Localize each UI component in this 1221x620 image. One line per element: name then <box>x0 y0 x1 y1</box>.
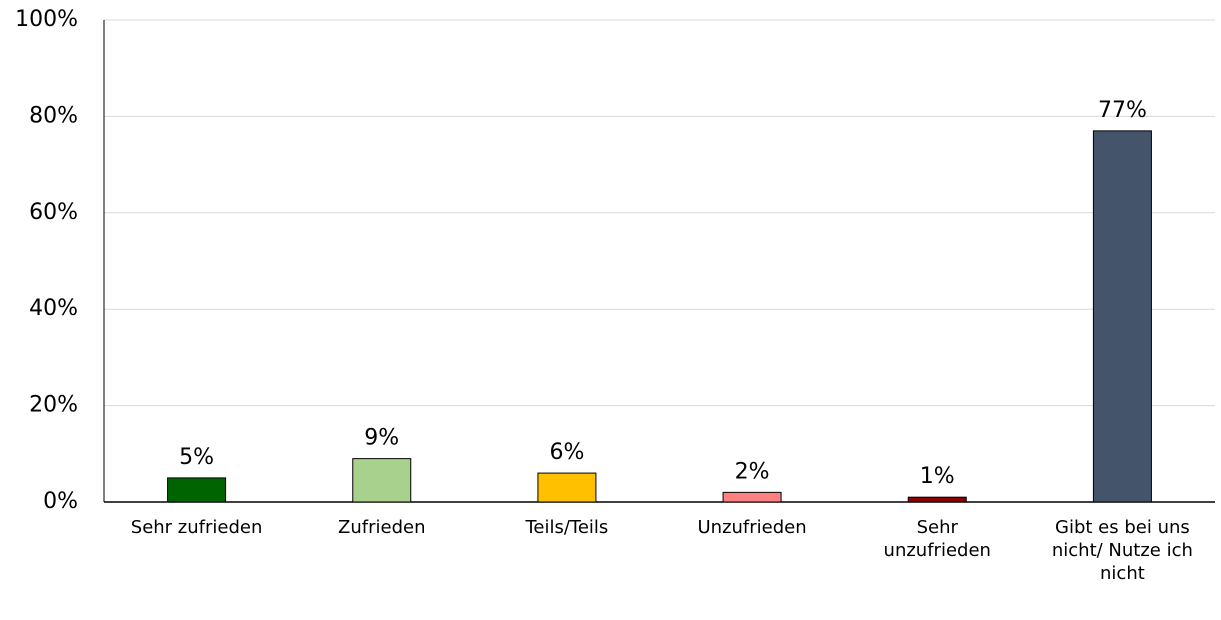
x-tick-label: Sehr unzufrieden <box>883 517 991 561</box>
x-tick-label: Unzufrieden <box>697 517 807 538</box>
bar <box>907 496 967 503</box>
bar <box>537 472 597 503</box>
bar <box>1092 130 1152 503</box>
y-tick-label: 20% <box>29 393 78 418</box>
value-label: 77% <box>1098 98 1147 123</box>
y-tick-label: 0% <box>43 489 78 514</box>
x-tick-label: Teils/Teils <box>525 517 609 538</box>
value-label: 5% <box>179 445 214 470</box>
y-tick-label: 100% <box>15 7 78 32</box>
value-label: 1% <box>920 464 955 489</box>
y-tick-label: 40% <box>29 296 78 321</box>
value-label: 9% <box>364 426 399 451</box>
value-label: 2% <box>735 459 770 484</box>
value-label: 6% <box>549 440 584 465</box>
x-tick-label: Zufrieden <box>338 517 426 538</box>
x-tick-label: Sehr zufrieden <box>130 517 263 538</box>
y-tick-label: 80% <box>29 103 78 128</box>
bar <box>167 477 227 503</box>
bar <box>722 491 782 503</box>
x-tick-label: Gibt es bei uns nicht/ Nutze ich nicht <box>1051 517 1193 584</box>
y-tick-label: 60% <box>29 200 78 225</box>
bar <box>352 458 412 503</box>
